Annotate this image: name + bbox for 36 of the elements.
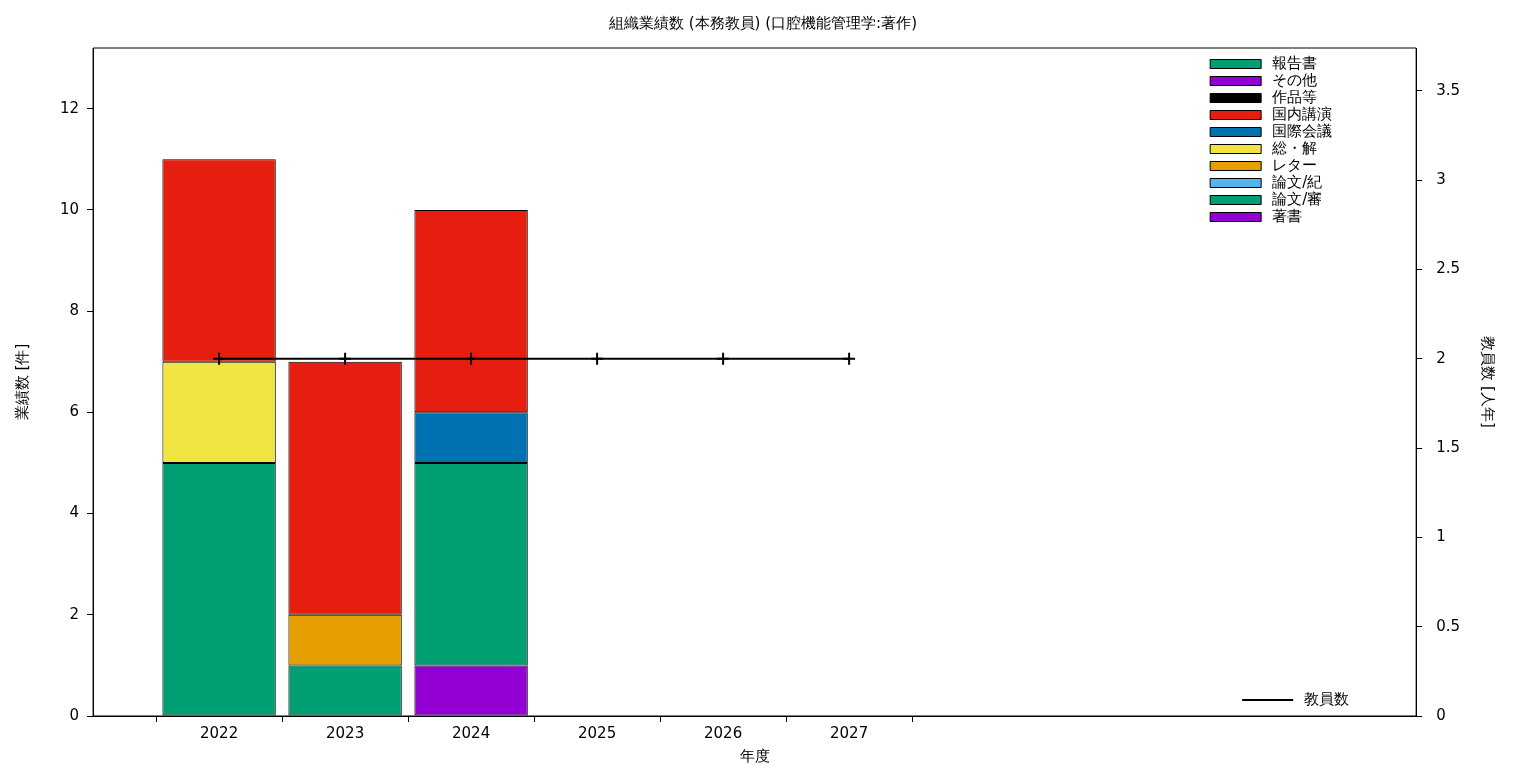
y-tick-label: 8 — [69, 301, 80, 320]
y2-tick-label: 0.5 — [1436, 616, 1460, 635]
legend-label: 総・解 — [1271, 138, 1318, 157]
y-tick-label: 10 — [59, 199, 80, 218]
y2-tick-label: 2.5 — [1436, 259, 1460, 278]
legend-label: 報告書 — [1272, 53, 1318, 72]
y2-tick-label: 1.5 — [1436, 437, 1460, 456]
y-tick-label: 6 — [69, 402, 80, 421]
y2-axis-title: 教員数 [人年] — [1479, 336, 1498, 428]
legend-label: その他 — [1272, 70, 1318, 89]
y-tick-label: 12 — [59, 98, 80, 117]
x-tick-label: 2026 — [704, 723, 743, 742]
y2-tick-label: 1 — [1436, 527, 1446, 546]
chart-title: 組織業績数 (本務教員) (口腔機能管理学:著作) — [608, 13, 917, 32]
legend-label: 国内講演 — [1272, 104, 1333, 123]
y2-tick-label: 3.5 — [1436, 80, 1460, 99]
x-axis-title: 年度 — [739, 746, 770, 765]
legend-label: 国際会議 — [1272, 121, 1333, 140]
y-tick-label: 4 — [69, 503, 80, 522]
legend-label: 論文/審 — [1272, 189, 1323, 208]
x-tick-label: 2024 — [452, 723, 491, 742]
legend-label: 著書 — [1272, 206, 1303, 225]
y2-tick-label: 0 — [1436, 705, 1446, 724]
y2-tick-label: 2 — [1436, 348, 1446, 367]
y-axis-title: 業績数 [件] — [12, 343, 31, 421]
legend-label: 作品等 — [1271, 87, 1318, 106]
legend-label: レター — [1272, 155, 1318, 174]
y2-tick-label: 3 — [1436, 170, 1446, 189]
y-tick-label: 2 — [69, 604, 80, 623]
x-tick-label: 2022 — [200, 723, 239, 742]
x-tick-label: 2025 — [578, 723, 617, 742]
x-tick-label: 2023 — [326, 723, 365, 742]
x-tick-label: 2027 — [830, 723, 869, 742]
y-tick-label: 0 — [69, 705, 80, 724]
legend-label: 論文/紀 — [1272, 172, 1323, 191]
legend-label: 教員数 — [1304, 689, 1350, 708]
